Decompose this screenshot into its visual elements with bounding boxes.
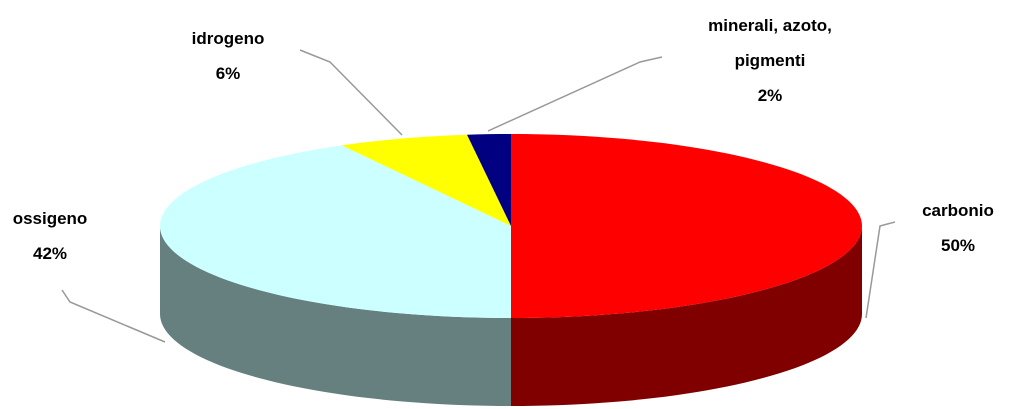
value-label: 2%: [757, 86, 783, 105]
pie: [160, 134, 862, 406]
value-label: 42%: [32, 244, 68, 263]
slice: [467, 134, 511, 226]
slice-label: idrogeno 6%: [143, 21, 313, 91]
value-label: 50%: [940, 236, 976, 255]
leader-line: [487, 56, 663, 132]
slice-side: [160, 226, 511, 406]
slice-label: ossigeno 42%: [0, 201, 135, 271]
leader-line: [865, 221, 896, 319]
slice: [160, 145, 511, 318]
category-label: minerali, azoto, pigmenti: [708, 16, 832, 70]
leader-line: [299, 49, 403, 136]
slice: [511, 134, 862, 318]
slice-label: minerali, azoto, pigmenti 2%: [685, 8, 855, 113]
category-label: carbonio: [922, 201, 994, 220]
category-label: idrogeno: [191, 29, 265, 48]
slice: [341, 134, 511, 226]
slice-label: carbonio 50%: [873, 193, 1011, 263]
category-label: ossigeno: [12, 209, 88, 228]
slice-side: [511, 226, 862, 406]
value-label: 6%: [215, 64, 241, 83]
leader-line: [61, 289, 166, 343]
